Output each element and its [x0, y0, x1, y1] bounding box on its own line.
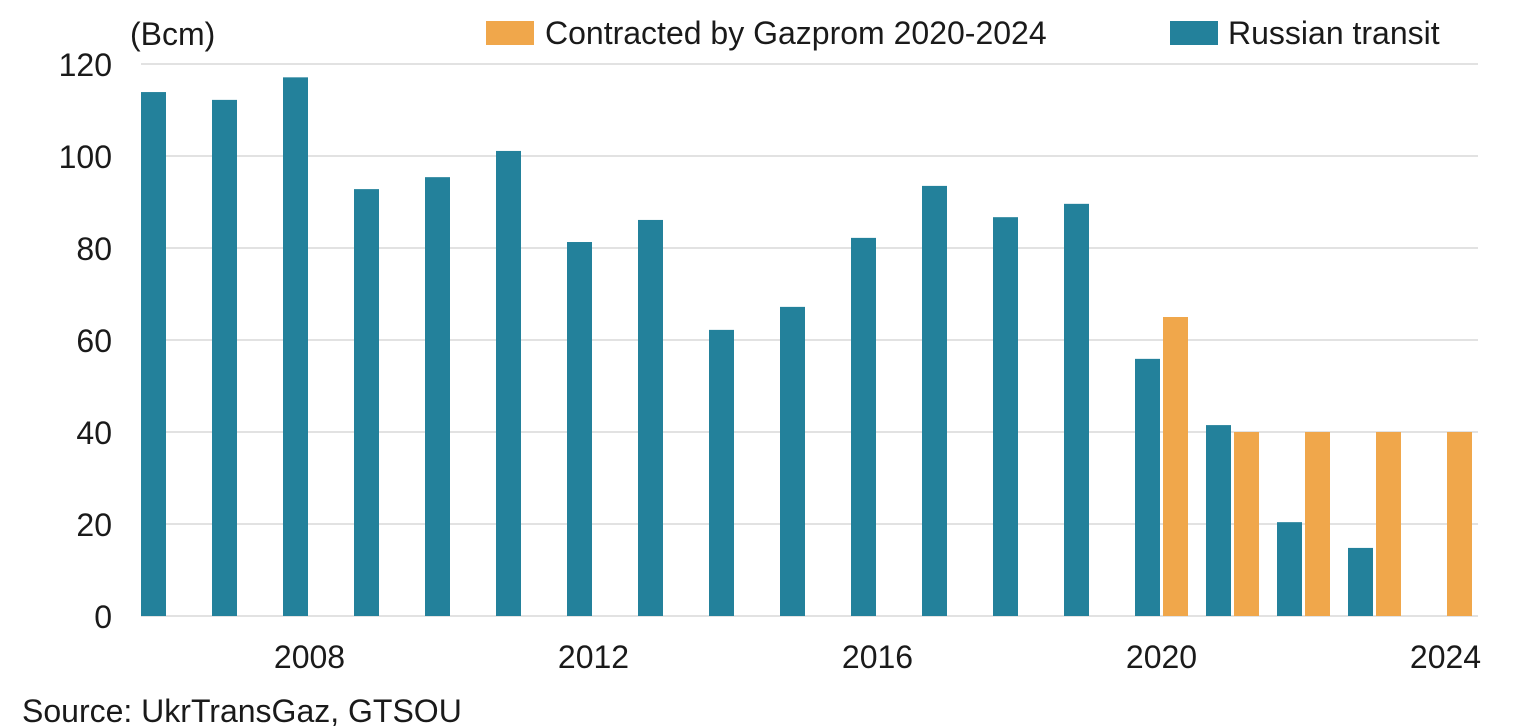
bars: [141, 77, 1472, 617]
legend-label-russian-transit: Russian transit: [1228, 15, 1440, 51]
y-tick-label: 120: [59, 47, 112, 83]
legend-label-contracted: Contracted by Gazprom 2020-2024: [545, 15, 1047, 51]
bar-russian-transit-2011: [496, 150, 521, 616]
y-tick-label: 80: [76, 231, 112, 267]
x-tick-label: 2016: [842, 639, 913, 675]
bar-russian-transit-2008: [283, 77, 308, 617]
bar-contracted-2022: [1305, 432, 1330, 616]
legend-swatch-contracted: [486, 21, 534, 45]
y-tick-label: 20: [76, 507, 112, 543]
y-tick-label: 40: [76, 415, 112, 451]
bar-russian-transit-2022: [1277, 522, 1302, 616]
bar-russian-transit-2016: [851, 237, 876, 616]
bar-russian-transit-2017: [922, 185, 947, 616]
bar-russian-transit-2009: [354, 189, 379, 616]
bar-contracted-2020: [1163, 317, 1188, 616]
x-tick-label: 2008: [274, 639, 345, 675]
unit-label: (Bcm): [130, 16, 215, 52]
bar-russian-transit-2015: [780, 306, 805, 616]
legend-swatch-russian-transit: [1170, 21, 1218, 45]
x-tick-label: 2024: [1410, 639, 1481, 675]
x-tick-label: 2020: [1126, 639, 1197, 675]
y-tick-label: 0: [94, 599, 112, 635]
bar-russian-transit-2006: [141, 92, 166, 616]
bar-russian-transit-2021: [1206, 425, 1231, 616]
bar-contracted-2021: [1234, 432, 1259, 616]
bar-russian-transit-2012: [567, 242, 592, 616]
bar-russian-transit-2007: [212, 99, 237, 616]
bar-russian-transit-2013: [638, 219, 663, 616]
bar-contracted-2023: [1376, 432, 1401, 616]
bar-russian-transit-2023: [1348, 547, 1373, 616]
bar-russian-transit-2014: [709, 329, 734, 616]
bar-russian-transit-2010: [425, 177, 450, 616]
bar-russian-transit-2019: [1064, 203, 1089, 616]
x-tick-label: 2012: [558, 639, 629, 675]
legend: Contracted by Gazprom 2020-2024 Russian t…: [486, 15, 1440, 51]
source-note: Source: UkrTransGaz, GTSOU: [22, 693, 462, 726]
y-axis: 0 20 40 60 80 100 120: [59, 47, 112, 635]
x-axis: 2008 2012 2016 2020 2024: [274, 639, 1481, 675]
bar-russian-transit-2018: [993, 217, 1018, 616]
bar-contracted-2024: [1447, 432, 1472, 616]
bar-russian-transit-2020: [1135, 358, 1160, 616]
y-tick-label: 100: [59, 139, 112, 175]
y-tick-label: 60: [76, 323, 112, 359]
